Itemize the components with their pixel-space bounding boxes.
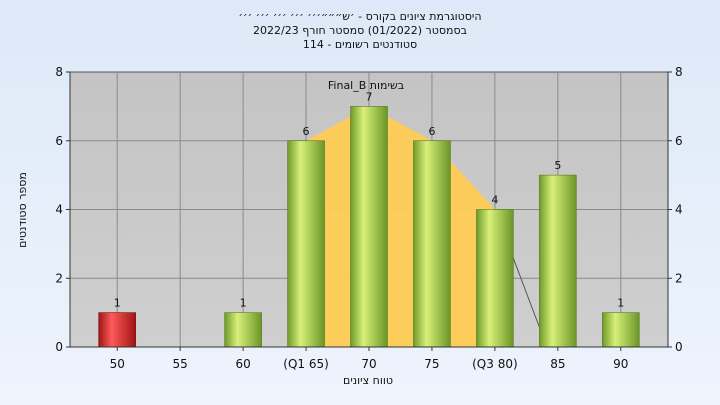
x-tick-label-7: 85	[550, 357, 565, 371]
y-tick-label-right-4: 4	[675, 203, 683, 217]
x-tick-label-4: 70	[361, 357, 376, 371]
chart-annotation: Final_B בשימות	[328, 79, 404, 92]
chart-title-line-1: היסטוגרמת ציונים בקורס - ׳ש״״״׳׳׳ ׳׳׳ ׳׳…	[238, 10, 482, 23]
y-tick-label-right-0: 0	[675, 340, 683, 354]
bar-85[interactable]	[539, 174, 577, 348]
bar-Q165[interactable]	[287, 140, 325, 348]
y-axis-label: מספר סטודנטים	[16, 172, 29, 248]
data-label-0: 1	[114, 297, 121, 310]
bar-50[interactable]	[98, 312, 137, 348]
y-tick-label-left-0: 0	[55, 340, 63, 354]
axes: 0 02 24 46 68 850 55 60 (Q1 65) 70 75 (Q3 80) 85 90	[55, 65, 682, 371]
quartile-band-area	[287, 106, 514, 347]
data-labels: 1 1 6 7 6 4 5 1	[114, 90, 625, 309]
bar-Q380[interactable]	[476, 209, 514, 348]
x-tick-label-8: 90	[613, 357, 628, 371]
data-label-4: 7	[366, 90, 373, 103]
y-tick-label-left-4: 4	[55, 203, 63, 217]
bar-75[interactable]	[413, 140, 451, 348]
y-tick-label-right-6: 6	[675, 134, 683, 148]
bar-70[interactable]	[350, 106, 388, 348]
chart-title-line-3: סטודנטים רשומים - 114	[302, 38, 418, 51]
chart-title-line-2: בסמסטר (01/2022) סמסטר חורף 2022/23	[253, 24, 467, 37]
data-label-7: 5	[554, 159, 561, 172]
data-label-3: 6	[303, 125, 310, 138]
data-label-5: 6	[428, 125, 435, 138]
y-tick-label-left-2: 2	[55, 271, 63, 285]
x-tick-label-0: 50	[110, 357, 125, 371]
x-tick-label-5: 75	[424, 357, 439, 371]
x-axis-label: טווח ציונים	[343, 374, 393, 387]
x-tick-label-1: 55	[173, 357, 188, 371]
x-tick-label-6: (Q3 80)	[472, 357, 518, 371]
bar-60[interactable]	[224, 312, 262, 348]
data-label-8: 1	[617, 297, 624, 310]
y-tick-label-left-6: 6	[55, 134, 63, 148]
y-tick-label-right-2: 2	[675, 271, 683, 285]
x-tick-label-2: 60	[235, 357, 250, 371]
y-tick-label-right-8: 8	[675, 65, 683, 79]
bars	[98, 106, 640, 348]
data-label-6: 4	[491, 194, 498, 207]
y-tick-label-left-8: 8	[55, 65, 63, 79]
bar-90[interactable]	[601, 312, 640, 348]
data-label-2: 1	[240, 297, 247, 310]
x-tick-label-3: (Q1 65)	[283, 357, 329, 371]
